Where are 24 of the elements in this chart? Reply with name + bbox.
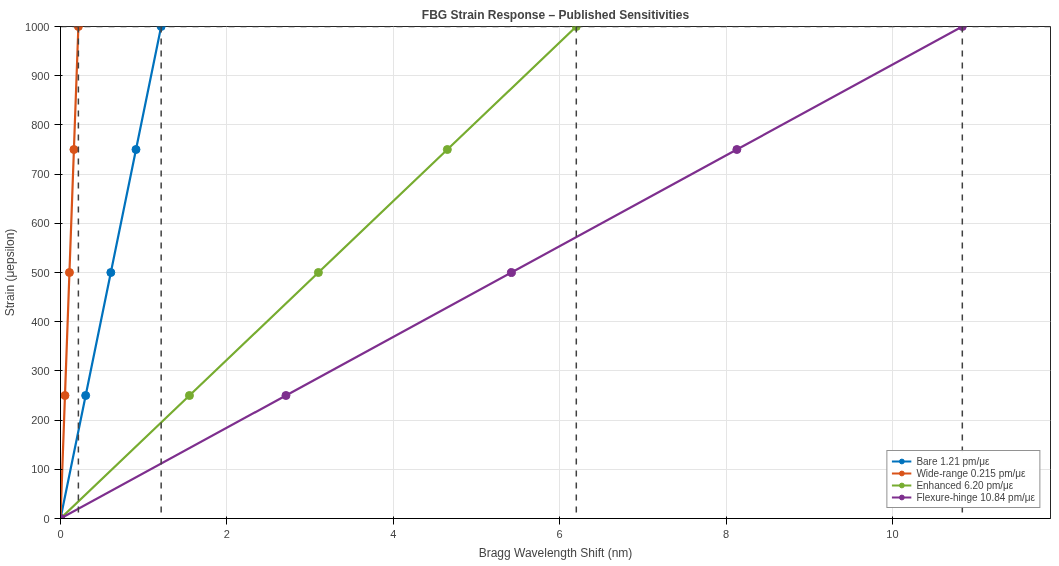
y-tick-label: 400 [31,315,50,328]
y-tick-label: 800 [31,118,50,131]
y-tick-label: 500 [31,266,50,279]
x-tick-label: 2 [223,527,230,540]
x-tick-label: 6 [556,527,563,540]
y-tick-label: 1000 [25,20,50,33]
y-tick-label: 600 [31,217,50,230]
legend-label: Wide-range 0.215 pm/με [916,467,1026,479]
y-axis-title: Strain (μepsilon) [3,228,18,317]
legend-label: Bare 1.21 pm/με [916,455,990,467]
y-tick-label: 0 [43,512,50,525]
y-tick-label: 900 [31,69,50,82]
legend-label: Flexure-hinge 10.84 pm/με [916,491,1035,503]
x-tick-label: 10 [886,527,899,540]
y-tick-label: 100 [31,463,50,476]
legend-label: Enhanced 6.20 pm/με [916,479,1014,491]
x-tick-label: 4 [390,527,397,540]
x-tick-label: 0 [57,527,64,540]
x-axis-title: Bragg Wavelength Shift (nm) [478,545,633,560]
y-tick-label: 700 [31,168,50,181]
x-tick-label: 8 [722,527,730,540]
y-tick-label: 300 [31,364,50,377]
chart-title: FBG Strain Response – Published Sensitivities [421,7,690,22]
y-tick-label: 200 [31,414,50,427]
